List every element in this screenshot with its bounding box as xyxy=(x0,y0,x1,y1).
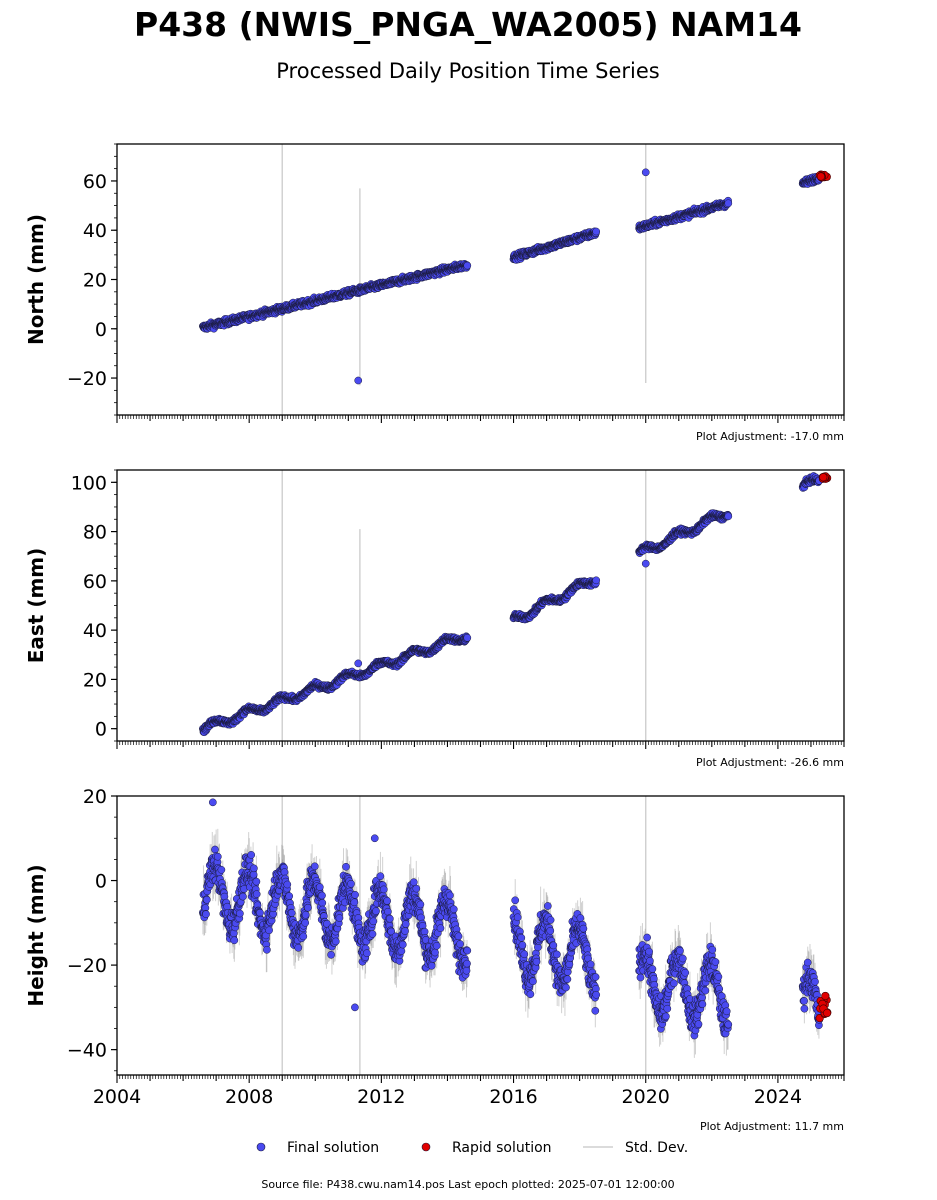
final-point xyxy=(217,865,226,874)
final-point xyxy=(239,892,247,901)
rapid-solution-points xyxy=(815,170,831,182)
y-tick-label: 20 xyxy=(83,270,107,292)
chart-title: P438 (NWIS_PNGA_WA2005) NAM14 xyxy=(134,5,802,44)
final-solution-points xyxy=(199,798,824,1040)
final-point xyxy=(252,877,261,886)
plot-area xyxy=(199,470,832,741)
final-point xyxy=(724,199,733,208)
rapid-solution-points xyxy=(818,472,832,483)
outlier-point xyxy=(354,376,363,385)
panel-1: −20 0 20 40 60 North (mm) Plot Adjustment: -17… xyxy=(24,143,845,443)
outlier-point xyxy=(641,559,650,568)
final-point xyxy=(252,890,261,898)
panels: −20 0 20 40 60 North (mm) Plot Adjustment: -17… xyxy=(24,143,845,1133)
final-point xyxy=(230,936,239,945)
plot-area xyxy=(199,796,832,1075)
final-point xyxy=(592,576,601,585)
final-point xyxy=(250,864,258,873)
y-tick-label: 80 xyxy=(83,522,107,544)
final-point xyxy=(463,633,472,642)
final-point xyxy=(247,851,256,859)
y-axis-label: North (mm) xyxy=(24,214,48,345)
final-point xyxy=(211,845,219,854)
final-point xyxy=(256,908,264,917)
plot-area xyxy=(199,144,831,415)
final-solution-points xyxy=(199,168,824,385)
y-tick-label: −20 xyxy=(67,368,107,390)
final-point xyxy=(202,910,210,919)
final-solution-points xyxy=(199,472,824,737)
y-tick-label: 0 xyxy=(95,319,107,341)
plot-adjustment-note: Plot Adjustment: -17.0 mm xyxy=(696,430,844,443)
y-axis-label: East (mm) xyxy=(24,548,48,664)
y-tick-label: 60 xyxy=(83,171,107,193)
rapid-point xyxy=(819,473,828,482)
y-tick-label: 100 xyxy=(71,472,107,494)
panel-frame xyxy=(116,469,845,742)
y-tick-label: 40 xyxy=(83,220,107,242)
panel-2: 0 20 40 60 80 100 East (mm) Plot Adjustment: -2… xyxy=(24,469,845,769)
y-tick-label: 0 xyxy=(95,719,107,741)
chart-subtitle: Processed Daily Position Time Series xyxy=(276,59,660,83)
final-point xyxy=(463,261,472,270)
outlier-point xyxy=(354,659,363,668)
final-point xyxy=(724,512,733,521)
final-point xyxy=(202,895,211,904)
final-point xyxy=(236,909,244,918)
rapid-point xyxy=(816,172,826,181)
outlier-point xyxy=(641,168,650,177)
y-tick-label: 60 xyxy=(83,571,107,593)
y-tick-label: 40 xyxy=(83,620,107,642)
panel-frame xyxy=(116,143,845,416)
final-point xyxy=(592,227,601,236)
final-point xyxy=(213,852,222,861)
y-tick-label: 20 xyxy=(83,669,107,691)
plot-adjustment-note: Plot Adjustment: -26.6 mm xyxy=(696,756,844,769)
